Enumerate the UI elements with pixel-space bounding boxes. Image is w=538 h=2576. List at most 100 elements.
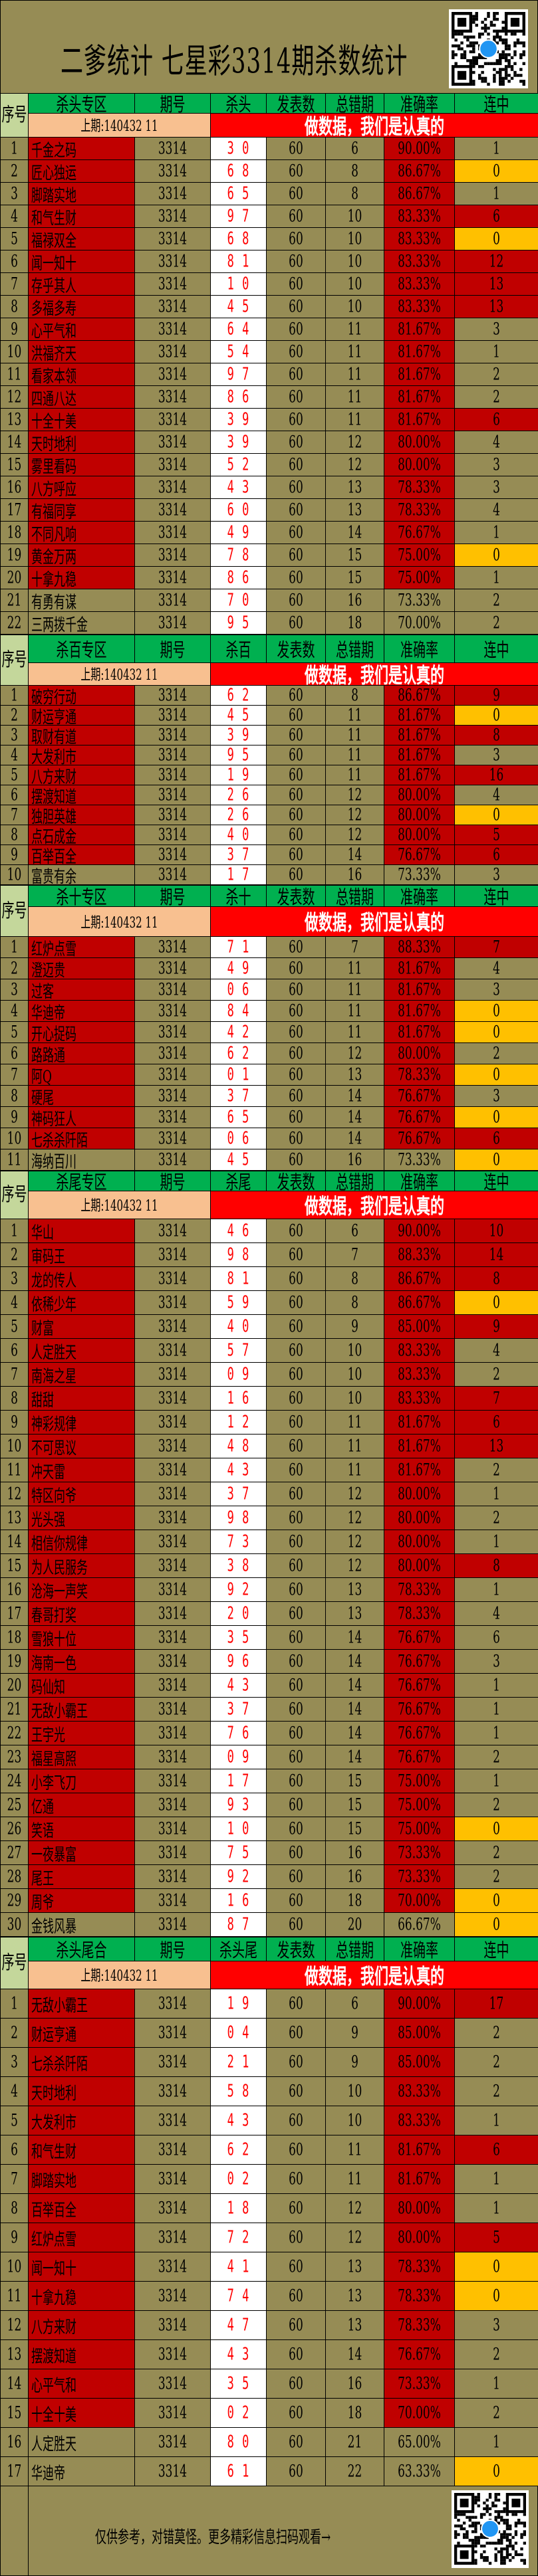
predictor-name[interactable]: 十全十美 (29, 2399, 135, 2428)
predictor-name[interactable]: 八方呼应 (29, 476, 135, 499)
predictor-name[interactable]: 神彩规律 (29, 1411, 135, 1435)
predictor-name[interactable]: 有勇有谋 (29, 589, 135, 612)
predictor-name[interactable]: 四通八达 (29, 386, 135, 409)
predictor-name[interactable]: 十拿九稳 (29, 567, 135, 589)
predictor-name[interactable]: 不可思议 (29, 1435, 135, 1458)
predictor-name[interactable]: 摆渡知道 (29, 785, 135, 805)
predictor-name[interactable]: 红炉点雪 (29, 2223, 135, 2252)
predictor-name[interactable]: 破穷行动 (29, 686, 135, 706)
predictor-name[interactable]: 千金之码 (29, 138, 135, 160)
predictor-name[interactable]: 小李飞刀 (29, 1769, 135, 1793)
predictor-name[interactable]: 无敌小霸王 (29, 1989, 135, 2019)
predictor-name[interactable]: 匠心独运 (29, 160, 135, 183)
predictor-name[interactable]: 路路通 (29, 1043, 135, 1064)
predictor-name[interactable]: 看家本领 (29, 363, 135, 386)
predictor-name[interactable]: 福禄双全 (29, 228, 135, 250)
predictor-name[interactable]: 相信你规律 (29, 1530, 135, 1554)
predictor-name[interactable]: 脚踏实地 (29, 2165, 135, 2194)
predictor-name[interactable]: 龙的传人 (29, 1267, 135, 1291)
predictor-name[interactable]: 金钱风暴 (29, 1913, 135, 1937)
predictor-name[interactable]: 开心捉码 (29, 1022, 135, 1043)
predictor-name[interactable]: 富贵有余 (29, 865, 135, 885)
predictor-name[interactable]: 春哥打奖 (29, 1602, 135, 1626)
predictor-name[interactable]: 阿Q (29, 1064, 135, 1086)
predictor-name[interactable]: 光头强 (29, 1506, 135, 1530)
predictor-name[interactable]: 神码狂人 (29, 1107, 135, 1128)
predictor-name[interactable]: 七杀杀阡陌 (29, 2048, 135, 2077)
predictor-name[interactable]: 人定胜天 (29, 2428, 135, 2457)
predictor-name[interactable]: 和气生财 (29, 2135, 135, 2165)
predictor-name[interactable]: 无敌小霸王 (29, 1698, 135, 1722)
predictor-name[interactable]: 尾王 (29, 1865, 135, 1889)
predictor-name[interactable]: 红炉点雪 (29, 937, 135, 958)
predictor-name[interactable]: 硬尾 (29, 1086, 135, 1107)
predictor-name[interactable]: 十拿九稳 (29, 2282, 135, 2311)
predictor-name[interactable]: 过客 (29, 979, 135, 1001)
predictor-name[interactable]: 雾里看码 (29, 454, 135, 476)
predictor-name[interactable]: 财运亨通 (29, 706, 135, 726)
predictor-name[interactable]: 百举百全 (29, 2194, 135, 2223)
predictor-name[interactable]: 冲天雷 (29, 1458, 135, 1482)
predictor-name[interactable]: 人定胜天 (29, 1339, 135, 1363)
predictor-name[interactable]: 沧海一声笑 (29, 1578, 135, 1602)
predictor-name[interactable]: 一夜暴富 (29, 1841, 135, 1865)
predictor-name[interactable]: 华迪帝 (29, 2457, 135, 2486)
predictor-name[interactable]: 为人民服务 (29, 1554, 135, 1578)
predictor-name[interactable]: 周爷 (29, 1889, 135, 1913)
predictor-name[interactable]: 闻一知十 (29, 250, 135, 273)
predictor-name[interactable]: 依稀少年 (29, 1291, 135, 1315)
predictor-name[interactable]: 财富 (29, 1315, 135, 1339)
predictor-name[interactable]: 摆渡知道 (29, 2340, 135, 2369)
predictor-name[interactable]: 天时地利 (29, 431, 135, 454)
predictor-name[interactable]: 雪狼十位 (29, 1626, 135, 1650)
predictor-name[interactable]: 点石成金 (29, 825, 135, 845)
predictor-name[interactable]: 十全十美 (29, 409, 135, 431)
